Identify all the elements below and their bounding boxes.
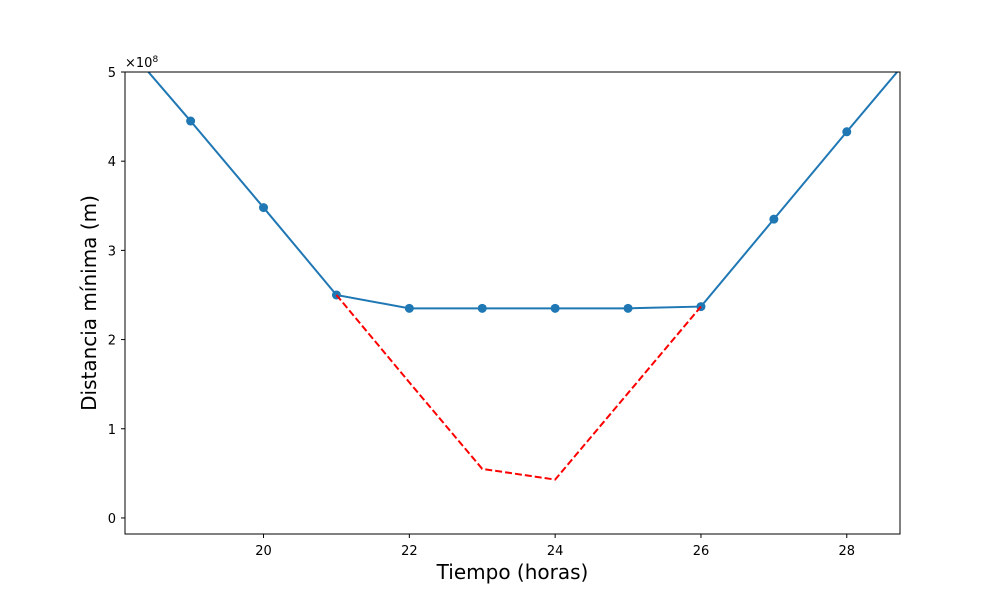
data-point bbox=[477, 303, 487, 313]
data-point bbox=[769, 214, 779, 224]
y-tick-label: 4 bbox=[108, 155, 116, 170]
data-point bbox=[842, 127, 852, 137]
data-point bbox=[550, 303, 560, 313]
x-tick-label: 26 bbox=[693, 544, 710, 559]
x-axis-label: Tiempo (horas) bbox=[436, 560, 589, 584]
x-tick-label: 20 bbox=[255, 544, 272, 559]
x-tick-label: 24 bbox=[547, 544, 564, 559]
x-tick-label: 22 bbox=[401, 544, 418, 559]
y-axis-label: Distancia mínima (m) bbox=[77, 195, 101, 411]
y-tick-label: 1 bbox=[108, 423, 116, 438]
data-point bbox=[186, 116, 196, 126]
plot-frame bbox=[124, 71, 901, 535]
solid-series-line bbox=[147, 72, 899, 310]
y-tick-label: 2 bbox=[108, 334, 116, 349]
y-tick-label: 0 bbox=[108, 512, 116, 527]
y-scale-factor: ×108 bbox=[125, 55, 158, 71]
data-point bbox=[259, 203, 269, 213]
y-scale-factor-exponent: 8 bbox=[152, 55, 158, 65]
data-point bbox=[623, 303, 633, 313]
data-point bbox=[915, 41, 924, 50]
y-tick-label: 3 bbox=[108, 244, 116, 259]
dashed-series-line bbox=[335, 294, 702, 481]
data-point bbox=[404, 303, 414, 313]
y-tick-label: 5 bbox=[108, 66, 116, 81]
x-tick-label: 28 bbox=[839, 544, 856, 559]
data-point bbox=[113, 32, 122, 41]
y-scale-factor-base: ×10 bbox=[125, 56, 152, 71]
